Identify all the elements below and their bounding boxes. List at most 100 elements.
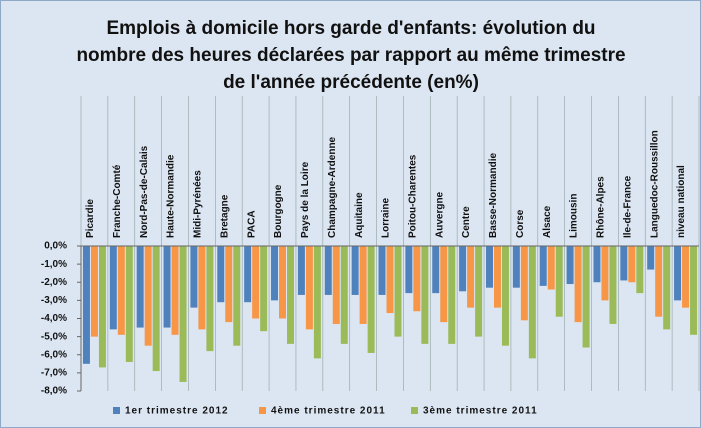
x-tick-label: Rhône-Alpes [596, 176, 607, 238]
x-tick-label: Auvergne [434, 191, 445, 238]
y-tick-label: -2,0% [41, 277, 67, 288]
bar [225, 246, 233, 323]
bar [332, 246, 340, 324]
legend-swatch [411, 407, 418, 414]
x-tick-label: Nord-Pas-de-Calais [139, 145, 150, 238]
y-tick-label: -7,0% [41, 368, 67, 379]
bar [152, 246, 160, 372]
bar [305, 246, 313, 330]
bar [405, 246, 413, 294]
y-tick-label: -6,0% [41, 349, 67, 360]
x-tick-label: Midi-Pyrénées [193, 170, 204, 238]
x-tick-label: Bourgogne [273, 184, 284, 238]
bar [566, 246, 574, 285]
bar [109, 246, 117, 330]
bar [467, 246, 475, 308]
bar [198, 246, 206, 330]
bar [144, 246, 152, 346]
bar [287, 246, 295, 344]
bar [260, 246, 268, 332]
x-tick-label: Bretagne [219, 194, 230, 238]
bar [386, 246, 394, 314]
legend-swatch [113, 407, 120, 414]
bar [547, 246, 555, 290]
bar [459, 246, 467, 292]
bar [217, 246, 225, 303]
x-tick-label: Aquitaine [354, 192, 365, 238]
x-tick-label: Languedoc-Roussillon [649, 130, 660, 238]
bar [501, 246, 509, 346]
bar [448, 246, 456, 344]
legend-label: 4ème trimestre 2011 [271, 406, 386, 417]
x-tick-label: Franche-Comté [112, 164, 123, 238]
x-tick-label: Ile-de-France [622, 175, 633, 238]
bar [682, 246, 690, 308]
y-tick-label: -3,0% [41, 295, 67, 306]
bar [440, 246, 448, 323]
bar [636, 246, 644, 294]
x-tick-label: Alsace [542, 205, 553, 238]
bar [413, 246, 421, 312]
bar [593, 246, 601, 283]
bar [609, 246, 617, 324]
bar [125, 246, 133, 362]
bar [555, 246, 563, 317]
bar [279, 246, 287, 319]
bar [271, 246, 279, 301]
bar [628, 246, 636, 283]
bar [313, 246, 321, 359]
bar [690, 246, 698, 335]
y-tick-label: -4,0% [41, 313, 67, 324]
bar [117, 246, 125, 335]
x-tick-label: Poitou-Charentes [408, 154, 419, 238]
bar [378, 246, 386, 295]
bar [601, 246, 609, 301]
bar [190, 246, 198, 308]
bar [136, 246, 144, 328]
bar [674, 246, 682, 301]
bar [367, 246, 375, 353]
y-tick-label: 0,0% [44, 241, 67, 252]
legend-swatch [259, 407, 266, 414]
bar [206, 246, 214, 352]
y-tick-label: -5,0% [41, 331, 67, 342]
bar [90, 246, 98, 337]
bar [394, 246, 402, 337]
bar [421, 246, 429, 344]
bar [163, 246, 171, 328]
x-tick-label: PACA [246, 210, 257, 238]
x-tick-label: niveau national [676, 165, 687, 238]
bar [244, 246, 252, 303]
bar [620, 246, 628, 281]
bar [663, 246, 671, 330]
x-tick-label: Corse [515, 209, 526, 238]
x-tick-label: Centre [461, 206, 472, 238]
bar [493, 246, 501, 308]
legend-label: 1er trimestre 2012 [125, 406, 229, 417]
bar [647, 246, 655, 270]
bar [340, 246, 348, 344]
x-tick-label: Lorraine [381, 198, 392, 238]
bar [539, 246, 547, 286]
bar [351, 246, 359, 295]
bar [297, 246, 305, 295]
x-tick-label: Picardie [85, 199, 96, 238]
bar [574, 246, 582, 323]
bar [475, 246, 483, 337]
bar [655, 246, 663, 317]
bar [82, 246, 90, 364]
bar [179, 246, 187, 382]
bar [512, 246, 520, 288]
bar [324, 246, 332, 295]
bar [582, 246, 590, 348]
x-tick-label: Haute-Normandie [166, 154, 177, 238]
bar [528, 246, 536, 359]
bar [171, 246, 179, 335]
legend-label: 3ème trimestre 2011 [423, 406, 538, 417]
y-tick-label: -8,0% [41, 386, 67, 397]
bar [432, 246, 440, 294]
x-tick-label: Basse-Normandie [488, 153, 499, 238]
chart-title: Emplois à domicile hors garde d'enfants:… [76, 18, 626, 93]
